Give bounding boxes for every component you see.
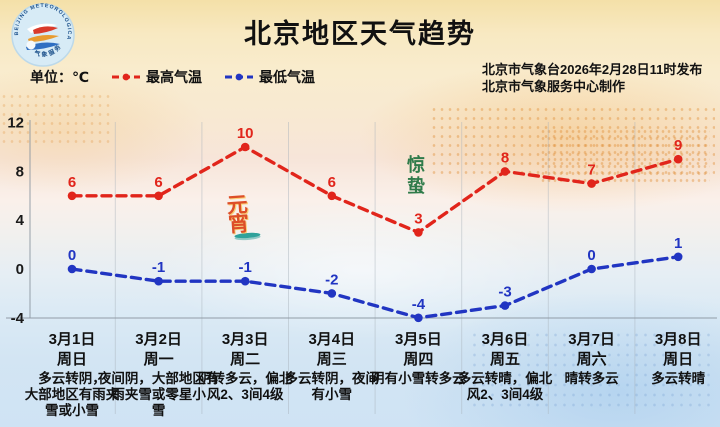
x-axis-date: 3月1日 (48, 331, 96, 348)
unit-label: 单位：℃ (30, 69, 89, 85)
weather-description-line: 阴有小雪转多云 (371, 371, 466, 386)
high-temp-point (673, 154, 683, 164)
low-temp-point (327, 289, 337, 298)
high-temp-point (327, 191, 337, 201)
x-axis-date: 3月7日 (568, 331, 615, 348)
lantern-festival-decoration: 元宵 (223, 192, 267, 240)
high-temp-point (587, 179, 596, 188)
low-temp-value-label: -4 (412, 296, 426, 313)
high-temp-point (67, 191, 77, 201)
x-axis-date: 3月5日 (395, 331, 442, 348)
high-temp-line-swatch (111, 73, 140, 81)
high-temp-legend-label: 最高气温 (145, 69, 202, 85)
weather-description-line: 风2、3间4级 (466, 387, 544, 402)
x-axis-weekday: 周五 (489, 351, 520, 368)
x-axis-weekday: 周日 (663, 351, 694, 368)
legend: 单位：℃ 最高气温 最低气温 (30, 68, 315, 86)
issue-info: 北京市气象台2026年2月28日11时发布 北京市气象服务中心制作 (482, 61, 702, 95)
low-temp-value-label: 0 (587, 247, 595, 264)
high-temp-value-label: 9 (674, 137, 682, 154)
low-temp-point (240, 276, 250, 286)
low-temp-value-label: 0 (68, 247, 76, 264)
festival-text: 元宵 (223, 192, 250, 233)
low-temp-point (500, 301, 510, 310)
low-temp-value-label: -1 (152, 259, 165, 276)
logo-orange-swoosh (28, 35, 59, 42)
high-temp-value-label: 10 (237, 125, 254, 142)
weather-description-line: 多云转晴，偏北 (457, 371, 553, 386)
high-temp-point (240, 142, 250, 152)
y-axis-tick-label: 12 (7, 115, 24, 132)
x-axis-date: 3月8日 (654, 331, 702, 348)
low-temp-line-swatch (224, 73, 253, 81)
weather-description-line: 大部地区有雨夹 (24, 387, 120, 402)
low-temp-value-label: -3 (498, 284, 511, 301)
high-temp-point (414, 228, 423, 237)
weather-description-line: 雪 (151, 403, 166, 418)
weather-description: 多云转阴， 大部地区有雨夹 雪或小雪 (25, 371, 120, 419)
high-temp-point (500, 167, 510, 176)
weather-description-line: 阴转多云，偏北 (197, 371, 293, 386)
high-temp-value-label: 7 (587, 162, 595, 179)
high-temp-value-label: 3 (414, 210, 422, 227)
weather-description: 夜间阴，大部地区有 雨夹雪或零星小雪 (98, 371, 220, 419)
weather-description: 阴有小雪转多云 (371, 371, 466, 387)
high-temp-value-label: 6 (154, 174, 162, 191)
x-axis-weekday: 周六 (576, 351, 607, 368)
low-temp-point (414, 313, 423, 323)
weather-description: 晴转多云 (565, 371, 619, 387)
low-temp-value-label: 1 (674, 235, 682, 252)
y-axis-tick-label: 8 (16, 163, 24, 180)
x-axis-date: 3月4日 (308, 331, 356, 348)
low-temp-legend-label: 最低气温 (258, 69, 315, 85)
weather-description-line: 有小雪 (311, 387, 353, 402)
weather-description: 多云转晴，偏北 风2、3间4级 (458, 371, 553, 403)
x-axis-date: 3月3日 (221, 331, 269, 348)
x-axis-date: 3月6日 (481, 331, 529, 348)
weather-description: 多云转晴 (651, 371, 705, 387)
x-axis-date: 3月2日 (135, 331, 182, 348)
weather-description: 多云转阴，夜间 有小雪 (285, 371, 380, 403)
weather-description-line: 多云转阴， (38, 371, 106, 386)
legend-item-low: 最低气温 (224, 67, 315, 87)
y-axis-tick-label: 0 (16, 261, 24, 278)
logo-sun (26, 40, 36, 50)
weather-description-line: 晴转多云 (564, 371, 619, 386)
low-temp-value-label: -1 (239, 259, 252, 276)
produced-by-line: 北京市气象服务中心制作 (482, 79, 626, 94)
low-temp-line (70, 255, 680, 320)
low-temp-value-label: -2 (325, 271, 338, 288)
weather-description-line: 雪或小雪 (45, 403, 99, 418)
legend-item-high: 最高气温 (111, 67, 202, 87)
x-axis-weekday: 周二 (230, 351, 261, 368)
y-axis-tick-label: 4 (16, 212, 25, 229)
high-temp-line (70, 145, 680, 235)
weather-description-line: 夜间阴，大部地区有 (97, 371, 220, 386)
weather-description-line: 多云转阴，夜间 (284, 371, 380, 386)
weather-description-line: 多云转晴 (651, 371, 706, 386)
weather-description-line: 风2、3间4级 (206, 387, 284, 402)
high-temp-value-label: 8 (501, 149, 509, 166)
weather-description-line: 雨夹雪或零星小 (111, 387, 206, 402)
low-temp-point (587, 264, 596, 274)
high-temp-value-label: 6 (328, 174, 336, 191)
x-axis-weekday: 周一 (143, 351, 174, 368)
x-axis-weekday: 周四 (403, 351, 434, 368)
issued-by-line: 北京市气象台2026年2月28日11时发布 (482, 62, 703, 77)
x-axis-weekday: 周三 (316, 351, 347, 368)
high-temp-value-label: 6 (68, 174, 76, 191)
beijing-meteorological-service-logo: BEIJING METEOROLOGICAL SERVICE 气象服务 (9, 0, 75, 67)
y-axis-tick-label: -4 (11, 310, 25, 327)
high-temp-point (154, 191, 163, 201)
x-axis-weekday: 周日 (56, 351, 87, 368)
low-temp-point (673, 252, 683, 262)
page-title: 北京地区天气趋势 (244, 19, 476, 49)
low-temp-point (67, 264, 77, 274)
logo-red-swoosh (33, 26, 58, 34)
weather-description: 阴转多云，偏北 风2、3间4级 (198, 371, 293, 403)
jingzhe-solar-term-label: 惊蛰 (405, 155, 425, 197)
low-temp-point (154, 276, 163, 286)
